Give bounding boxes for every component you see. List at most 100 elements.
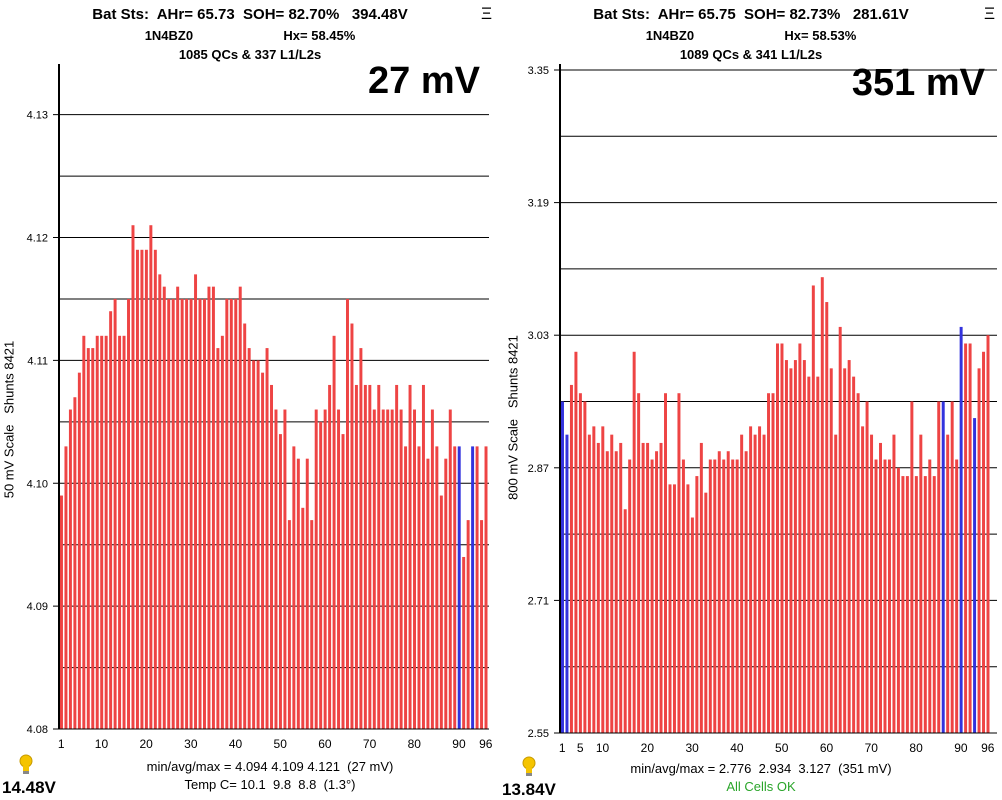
- x-tick-label: 90: [954, 741, 968, 755]
- cell-bar-79: [910, 401, 914, 733]
- cell-bar-52: [287, 520, 291, 729]
- cell-bar-22: [655, 451, 659, 733]
- cell-bar-29: [686, 484, 690, 733]
- y-tick-label: 3.03: [528, 330, 549, 342]
- cell-bar-14: [118, 335, 122, 729]
- x-tick-label: 10: [596, 741, 610, 755]
- temperature-line: Temp C= 10.1 9.8 8.8 (1.3°): [184, 777, 356, 792]
- cell-bar-50: [780, 343, 784, 733]
- cells-status-text: All Cells OK: [726, 779, 796, 794]
- cell-bar-42: [744, 451, 748, 733]
- cell-bar-90: [959, 326, 963, 733]
- cell-bar-2: [64, 446, 68, 729]
- cell-bar-10: [601, 426, 605, 733]
- menu-icon[interactable]: Ξ: [481, 4, 493, 23]
- x-tick-label: 90: [452, 737, 466, 751]
- x-tick-label: 40: [229, 737, 243, 751]
- cell-bar-15: [122, 335, 126, 729]
- cell-bar-87: [444, 458, 448, 729]
- cell-bar-44: [252, 360, 256, 729]
- cell-bar-90: [457, 446, 461, 729]
- cell-bar-18: [637, 393, 641, 733]
- x-tick-label: 96: [981, 741, 995, 755]
- cell-bar-14: [619, 442, 623, 733]
- cell-bar-6: [583, 401, 587, 733]
- cell-bar-89: [453, 446, 457, 729]
- cell-bar-51: [784, 360, 788, 733]
- cell-bar-80: [914, 476, 918, 733]
- cell-bar-84: [932, 476, 936, 733]
- cell-bar-67: [856, 393, 860, 733]
- x-tick-label: 80: [408, 737, 422, 751]
- cell-bar-10: [100, 335, 104, 729]
- cell-bar-27: [677, 393, 681, 733]
- cell-bar-46: [261, 372, 265, 729]
- cell-bar-29: [185, 298, 189, 729]
- cell-bar-70: [368, 384, 372, 729]
- x-tick-label: 10: [95, 737, 109, 751]
- cell-bar-94: [475, 446, 479, 729]
- cell-bar-81: [417, 446, 421, 729]
- x-tick-label: 20: [139, 737, 153, 751]
- cell-bar-31: [194, 274, 198, 729]
- y-tick-label: 4.12: [27, 233, 48, 245]
- cell-bar-19: [140, 249, 144, 729]
- cell-bar-17: [131, 225, 135, 729]
- cell-bar-6: [82, 335, 86, 729]
- lightbulb-icon: [522, 756, 536, 776]
- cell-bar-94: [977, 368, 981, 733]
- cell-bar-12: [610, 434, 614, 733]
- cell-bar-77: [399, 409, 403, 729]
- cell-bar-66: [852, 376, 856, 733]
- cell-bar-54: [296, 458, 300, 729]
- cell-bar-82: [421, 384, 425, 729]
- cell-bar-59: [319, 421, 323, 729]
- cell-bar-83: [928, 459, 932, 733]
- cell-bar-78: [905, 476, 909, 733]
- cell-bar-39: [731, 459, 735, 733]
- x-tick-label: 70: [363, 737, 377, 751]
- x-tick-label: 5: [577, 741, 584, 755]
- cell-bar-44: [753, 434, 757, 733]
- y-tick-label: 4.09: [27, 601, 48, 613]
- menu-icon[interactable]: Ξ: [984, 4, 996, 23]
- cell-bar-45: [758, 426, 762, 733]
- cell-bar-91: [964, 343, 968, 733]
- x-tick-label: 96: [479, 737, 493, 751]
- cell-bar-45: [256, 360, 260, 729]
- cell-bar-96: [986, 335, 990, 733]
- cell-bar-91: [462, 556, 466, 729]
- cell-bar-89: [955, 459, 959, 733]
- cell-bar-56: [807, 376, 811, 733]
- cell-bar-79: [408, 384, 412, 729]
- cell-bar-96: [484, 446, 488, 729]
- cell-bar-16: [127, 298, 130, 729]
- cell-bar-82: [923, 476, 927, 733]
- x-tick-label: 1: [58, 737, 65, 751]
- cell-bar-13: [113, 298, 117, 729]
- cell-bar-87: [946, 434, 950, 733]
- cell-bar-69: [363, 384, 367, 729]
- cell-bar-35: [211, 286, 215, 729]
- y-tick-label: 3.35: [528, 65, 549, 77]
- cell-bar-30: [189, 298, 193, 729]
- cell-bar-72: [377, 384, 381, 729]
- cell-bar-15: [623, 509, 627, 733]
- cell-bar-20: [646, 442, 650, 733]
- battery-status-line: Bat Sts: AHr= 65.73 SOH= 82.70% 394.48V: [92, 6, 408, 23]
- cell-bar-68: [861, 426, 865, 733]
- cell-bar-40: [735, 459, 739, 733]
- cell-bar-93: [471, 446, 475, 729]
- cell-bar-36: [717, 451, 721, 733]
- cell-bar-33: [704, 492, 708, 733]
- x-tick-label: 30: [685, 741, 699, 755]
- cell-bar-86: [439, 495, 443, 729]
- cell-bar-54: [798, 343, 802, 733]
- cell-bar-64: [843, 368, 847, 733]
- cell-bar-38: [225, 298, 229, 729]
- cell-bar-26: [171, 298, 175, 729]
- cell-bar-63: [838, 326, 842, 733]
- cell-bar-74: [887, 459, 891, 733]
- cell-bar-5: [77, 372, 81, 729]
- cell-bar-3: [68, 409, 72, 729]
